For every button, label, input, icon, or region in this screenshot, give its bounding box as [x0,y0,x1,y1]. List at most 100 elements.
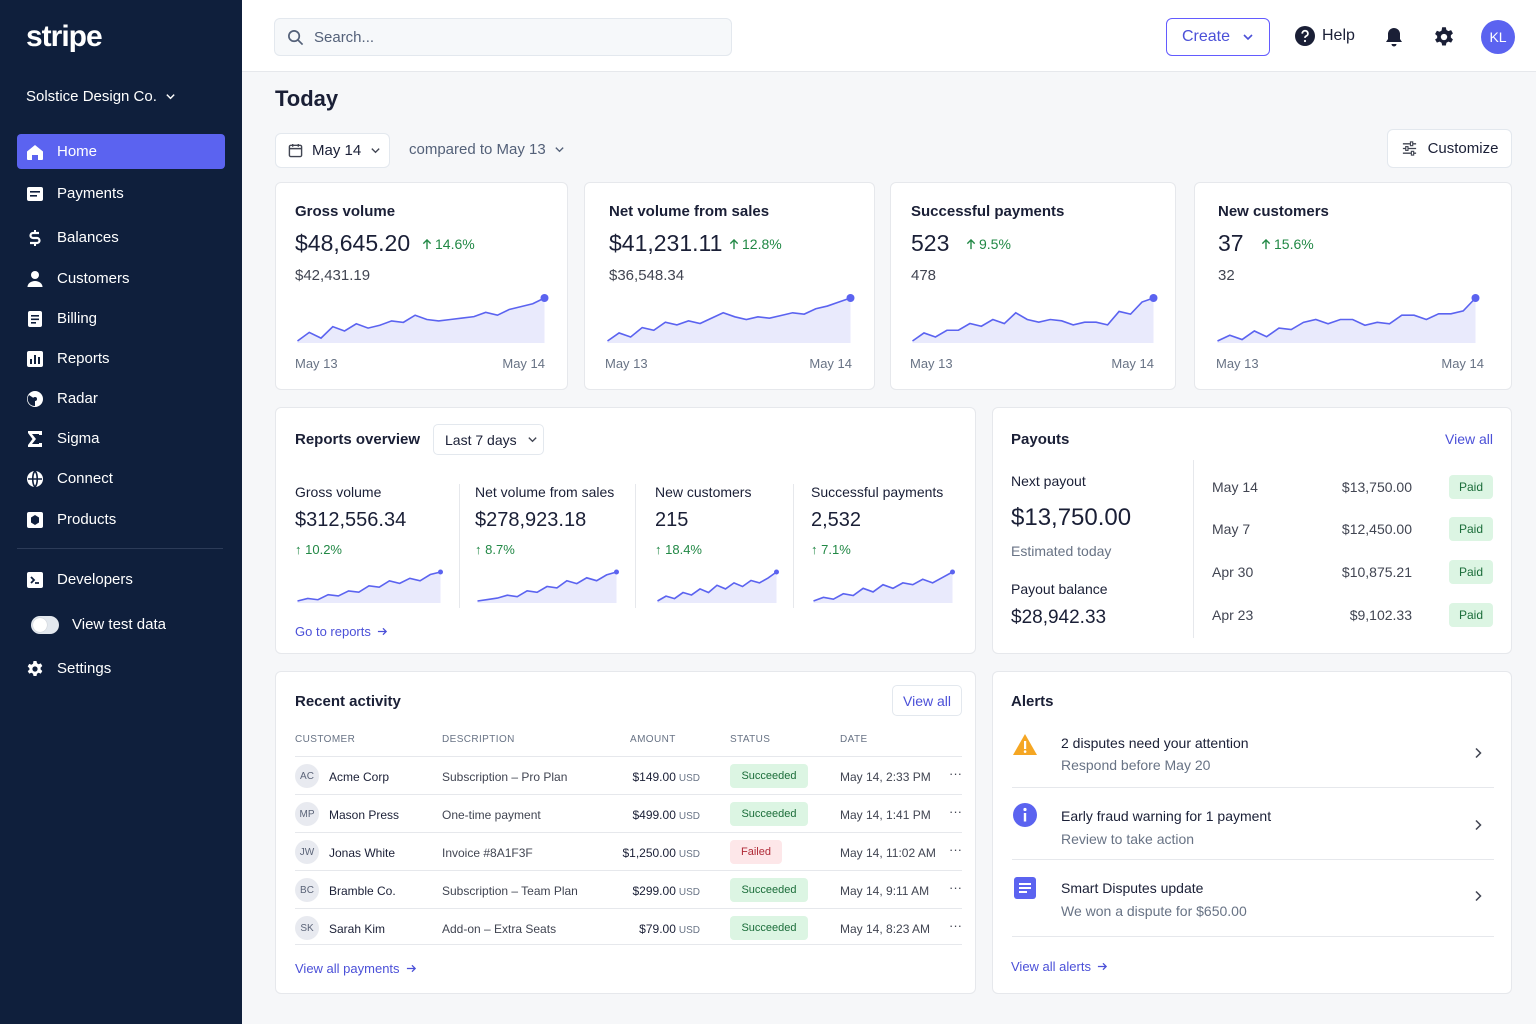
table-row[interactable]: MP Mason Press One-time payment $499.00 U… [295,794,962,831]
column-header: AMOUNT [630,734,676,745]
compare-dropdown[interactable]: compared to May 13 [409,141,565,158]
avatar[interactable]: KL [1481,20,1515,54]
sidebar-divider [17,548,223,549]
payment-amount: $499.00 USD [575,808,700,822]
table-row[interactable]: SK Sarah Kim Add-on – Extra Seats $79.00… [295,908,962,945]
sidebar-item-developers[interactable]: Developers [17,562,225,597]
sidebar-item-billing[interactable]: Billing [17,301,225,336]
gear-icon[interactable] [1433,26,1455,48]
customer-avatar: JW [295,840,319,864]
go-to-reports-link[interactable]: Go to reports [295,624,388,639]
activity-view-all-button[interactable]: View all [892,685,962,716]
kpi-change-value: 9.5% [979,236,1011,252]
sidebar-item-payments[interactable]: Payments [17,176,225,211]
sparkline-endpoint [1471,294,1480,302]
table-row[interactable]: BC Bramble Co. Subscription – Team Plan … [295,870,962,907]
sidebar-item-label: Balances [57,229,119,246]
report-metric-title: Net volume from sales [475,484,615,500]
view-all-payments-link[interactable]: View all payments [295,961,417,976]
payout-row[interactable]: Apr 30 $10,875.21 Paid [1212,559,1494,585]
amount-value: $1,250.00 [622,846,676,860]
sidebar-item-reports[interactable]: Reports [17,341,225,376]
customize-button[interactable]: Customize [1387,129,1512,168]
sidebar-item-sigma[interactable]: Sigma [17,421,225,456]
column-header: DATE [840,734,868,745]
bell-icon[interactable] [1383,26,1405,48]
calendar-icon [288,143,303,158]
sidebar-item-label: Reports [57,350,110,367]
stripe-logo[interactable]: stripe [26,20,103,53]
view-all-alerts-link[interactable]: View all alerts [1011,959,1108,974]
payout-date: May 14 [1212,479,1258,495]
column-header: CUSTOMER [295,734,356,745]
sparkline-area [477,572,617,603]
range-dropdown[interactable]: Last 7 days [433,424,544,455]
payouts-divider [1193,460,1194,638]
kpi-card-net-volume[interactable]: Net volume from sales $41,231.11 12.8% $… [584,182,875,390]
kpi-value: 523 [911,230,950,256]
sidebar-item-products[interactable]: Products [17,502,225,537]
alert-item-disputes[interactable]: 2 disputes need your attention Respond b… [1012,722,1494,788]
more-actions-icon[interactable]: ··· [949,842,962,857]
sidebar-item-balances[interactable]: Balances [17,220,225,255]
more-actions-icon[interactable]: ··· [949,880,962,895]
table-row[interactable]: AC Acme Corp Subscription – Pro Plan $14… [295,756,962,793]
metric-divider [793,484,794,608]
sidebar-item-settings[interactable]: Settings [17,651,225,686]
help-button[interactable]: Help [1295,26,1355,46]
report-metric-gross-volume[interactable]: Gross volume $312,556.34 ↑ 10.2% [295,484,445,603]
payouts-view-all-link[interactable]: View all [1445,431,1493,447]
more-actions-icon[interactable]: ··· [949,766,962,781]
test-data-toggle-row[interactable]: View test data [22,607,230,642]
sidebar-item-home[interactable]: Home [17,134,225,169]
date-picker[interactable]: May 14 [275,133,390,168]
payment-amount: $149.00 USD [575,770,700,784]
account-switcher[interactable]: Solstice Design Co. [26,88,176,105]
sidebar-item-connect[interactable]: Connect [17,461,225,496]
report-metric-net-volume[interactable]: Net volume from sales $278,923.18 ↑ 8.7% [475,484,621,603]
report-metric-title: Gross volume [295,484,382,500]
kpi-card-successful-payments[interactable]: Successful payments 523 9.5% 478 May 13 … [890,182,1176,390]
more-actions-icon[interactable]: ··· [949,804,962,819]
payout-row[interactable]: Apr 23 $9,102.33 Paid [1212,602,1494,628]
sparkline-line [1217,297,1477,342]
sidebar-item-radar[interactable]: Radar [17,381,225,416]
alert-item-fraud[interactable]: Early fraud warning for 1 payment Review… [1012,788,1494,860]
kpi-card-new-customers[interactable]: New customers 37 15.6% 32 May 13 May 14 [1194,182,1512,390]
test-data-label: View test data [72,616,166,633]
report-metric-successful-payments[interactable]: Successful payments 2,532 ↑ 7.1% [811,484,957,603]
payout-row[interactable]: May 7 $12,450.00 Paid [1212,516,1494,542]
payment-date: May 14, 2:33 PM [840,770,931,784]
payouts-card: Payouts View all Next payout $13,750.00 … [992,407,1512,654]
more-actions-icon[interactable]: ··· [949,918,962,933]
report-metric-title: Successful payments [811,484,944,500]
kpi-card-gross-volume[interactable]: Gross volume $48,645.20 14.6% $42,431.19… [275,182,568,390]
alert-item-smart-disputes[interactable]: Smart Disputes update We won a dispute f… [1012,860,1494,937]
sidebar-item-customers[interactable]: Customers [17,261,225,296]
customer-avatar: SK [295,916,319,940]
sparkline-area [297,572,441,603]
create-button-label: Create [1181,28,1231,45]
sidebar-item-label: Radar [57,390,98,407]
recent-activity-card: Recent activity View all CUSTOMER DESCRI… [275,671,976,994]
test-data-toggle[interactable] [31,615,59,634]
sparkline-line [477,571,617,602]
payout-row[interactable]: May 14 $13,750.00 Paid [1212,474,1494,500]
gear-icon [27,660,43,676]
report-metric-new-customers[interactable]: New customers 215 ↑ 18.4% [655,484,781,603]
reports-title: Reports overview [295,431,421,448]
search-input[interactable]: Search... [274,18,732,56]
amount-value: $299.00 [632,884,676,898]
arrow-up-icon [966,238,976,249]
create-button[interactable]: Create [1166,18,1270,56]
amount-currency: USD [678,849,700,860]
kpi-title: Successful payments [911,203,1065,220]
customer-avatar: BC [295,878,319,902]
status-badge: Succeeded [730,878,808,902]
kpi-start-label: May 13 [605,356,648,371]
table-row[interactable]: JW Jonas White Invoice #8A1F3F $1,250.00… [295,832,962,869]
sidebar-item-label: Developers [57,571,133,588]
amount-currency: USD [678,925,700,936]
alert-subtitle: Review to take action [1061,831,1195,847]
report-metric-change: ↑ 18.4% [655,542,702,557]
